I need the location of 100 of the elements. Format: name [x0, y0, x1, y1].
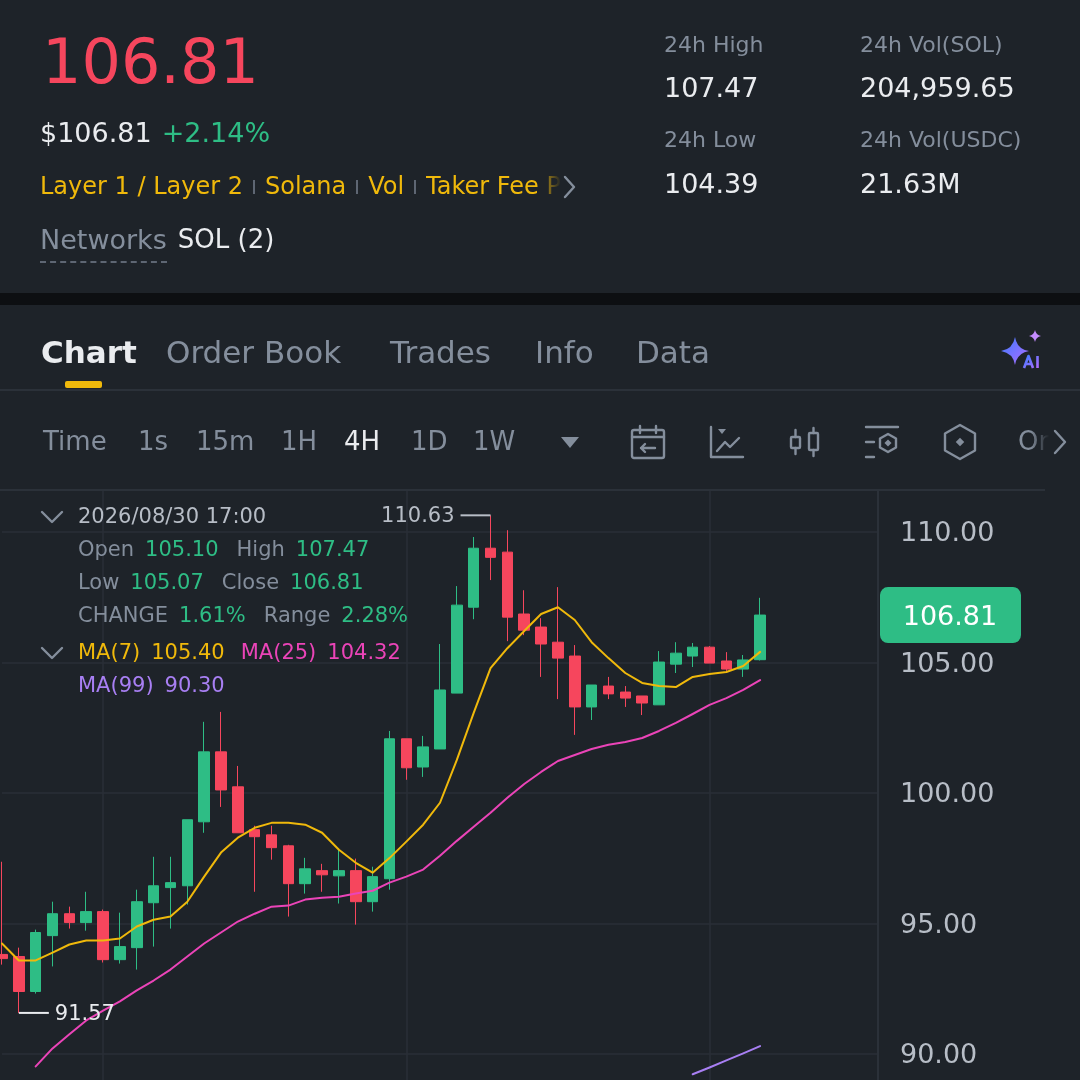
text: 1s [138, 426, 169, 457]
text: 1H [281, 426, 318, 457]
candlestick [417, 735, 429, 778]
text: Time [43, 426, 107, 457]
text: +2.14% [161, 117, 271, 149]
annotation: 105.40 [151, 640, 225, 665]
candlestick [215, 711, 227, 808]
text: 1W [473, 426, 516, 457]
annotation: 104.32 [327, 640, 401, 665]
candlestick [620, 685, 631, 708]
text: Trades [390, 334, 492, 371]
candlestick [283, 844, 294, 918]
text: 15m [196, 426, 255, 457]
annotation: 105.10 [145, 537, 219, 562]
annotation: 2.28% [341, 603, 409, 628]
candlestick [350, 858, 362, 926]
text: MA(99) [78, 673, 154, 698]
candlestick [518, 589, 530, 636]
candlestick [367, 866, 378, 913]
candlestick [721, 651, 732, 672]
candlestick [97, 909, 109, 964]
candlestick [198, 721, 210, 834]
candlestick [232, 765, 244, 834]
candlestick [384, 730, 395, 891]
annotation: Low [78, 570, 120, 595]
annotation: 105.07 [130, 570, 204, 595]
text: Data [636, 334, 711, 371]
candlestick [30, 929, 41, 995]
text: MA(25) [240, 640, 317, 665]
candlestick [468, 536, 479, 620]
text: Vol [368, 172, 405, 201]
annotation: 110.63 [381, 503, 455, 528]
candlestick [586, 684, 597, 721]
candlestick [535, 617, 547, 678]
text: 24h Low [664, 127, 757, 153]
text: Taker Fee P [426, 172, 561, 201]
candlestick [451, 585, 463, 694]
y-tick-label: 90.00 [900, 1038, 978, 1070]
text: Or [1018, 426, 1050, 457]
candlestick [249, 825, 260, 893]
annotation: 107.47 [295, 537, 370, 562]
text: MA(7) [78, 640, 141, 665]
candlestick [333, 849, 345, 905]
candlestick [266, 825, 277, 861]
candlestick [80, 891, 92, 932]
candlestick [552, 586, 564, 700]
text: SOL (2) [177, 224, 275, 255]
annotation: 90.30 [164, 673, 225, 698]
text: 104.39 [664, 168, 759, 200]
annotation: High [236, 537, 285, 562]
candlestick [316, 863, 328, 893]
text: 24h Vol(SOL) [860, 32, 1003, 58]
line-series [1, 606, 762, 962]
text: 21.63M [860, 168, 961, 200]
candlestick [704, 645, 715, 664]
candlestick [485, 514, 496, 581]
annotation: Open [78, 537, 135, 562]
candlestick [603, 676, 614, 700]
annotation: Close [221, 570, 280, 595]
candlestick [401, 738, 412, 781]
text: 1D [411, 426, 448, 457]
text: $106.81 [40, 117, 152, 149]
text: 106.81 [42, 25, 259, 99]
annotation: 1.61% [179, 603, 246, 628]
text: 107.47 [664, 72, 759, 104]
text: Order Book [166, 334, 342, 371]
text: 24h High [664, 32, 764, 58]
candlestick [148, 856, 159, 948]
text: Chart [41, 334, 137, 371]
text: Info [535, 334, 594, 371]
text: 24h Vol(USDC) [860, 127, 1022, 153]
candlestick [299, 857, 311, 895]
candlestick [182, 819, 193, 906]
candlestick [47, 901, 58, 967]
text: Networks [40, 224, 167, 256]
candlestick [502, 529, 513, 642]
text: Layer 1 / Layer 2 [40, 172, 243, 201]
candlestick [131, 889, 143, 971]
annotation: 2026/08/30 17:00 [78, 504, 267, 529]
candlestick [165, 856, 176, 930]
candlestick [754, 597, 766, 661]
text: 4H [344, 426, 381, 457]
candlestick [569, 644, 581, 736]
y-tick-label: 105.00 [900, 646, 995, 678]
y-tick-label: 95.00 [900, 907, 978, 939]
y-tick-label: 100.00 [900, 777, 995, 809]
line-series [691, 1045, 762, 1076]
candlestick [636, 695, 648, 716]
candlestick [114, 912, 126, 965]
candlestick [64, 906, 75, 930]
text: 106.81 [902, 599, 998, 631]
candlestick [434, 643, 446, 750]
annotation: CHANGE [78, 603, 169, 628]
text: 204,959.65 [860, 72, 1015, 104]
candlestick [13, 947, 25, 1014]
y-tick-label: 110.00 [900, 516, 995, 548]
candlestick [653, 650, 665, 706]
annotation: 106.81 [290, 570, 364, 595]
candlestick [670, 641, 682, 674]
text: Solana [264, 172, 347, 201]
